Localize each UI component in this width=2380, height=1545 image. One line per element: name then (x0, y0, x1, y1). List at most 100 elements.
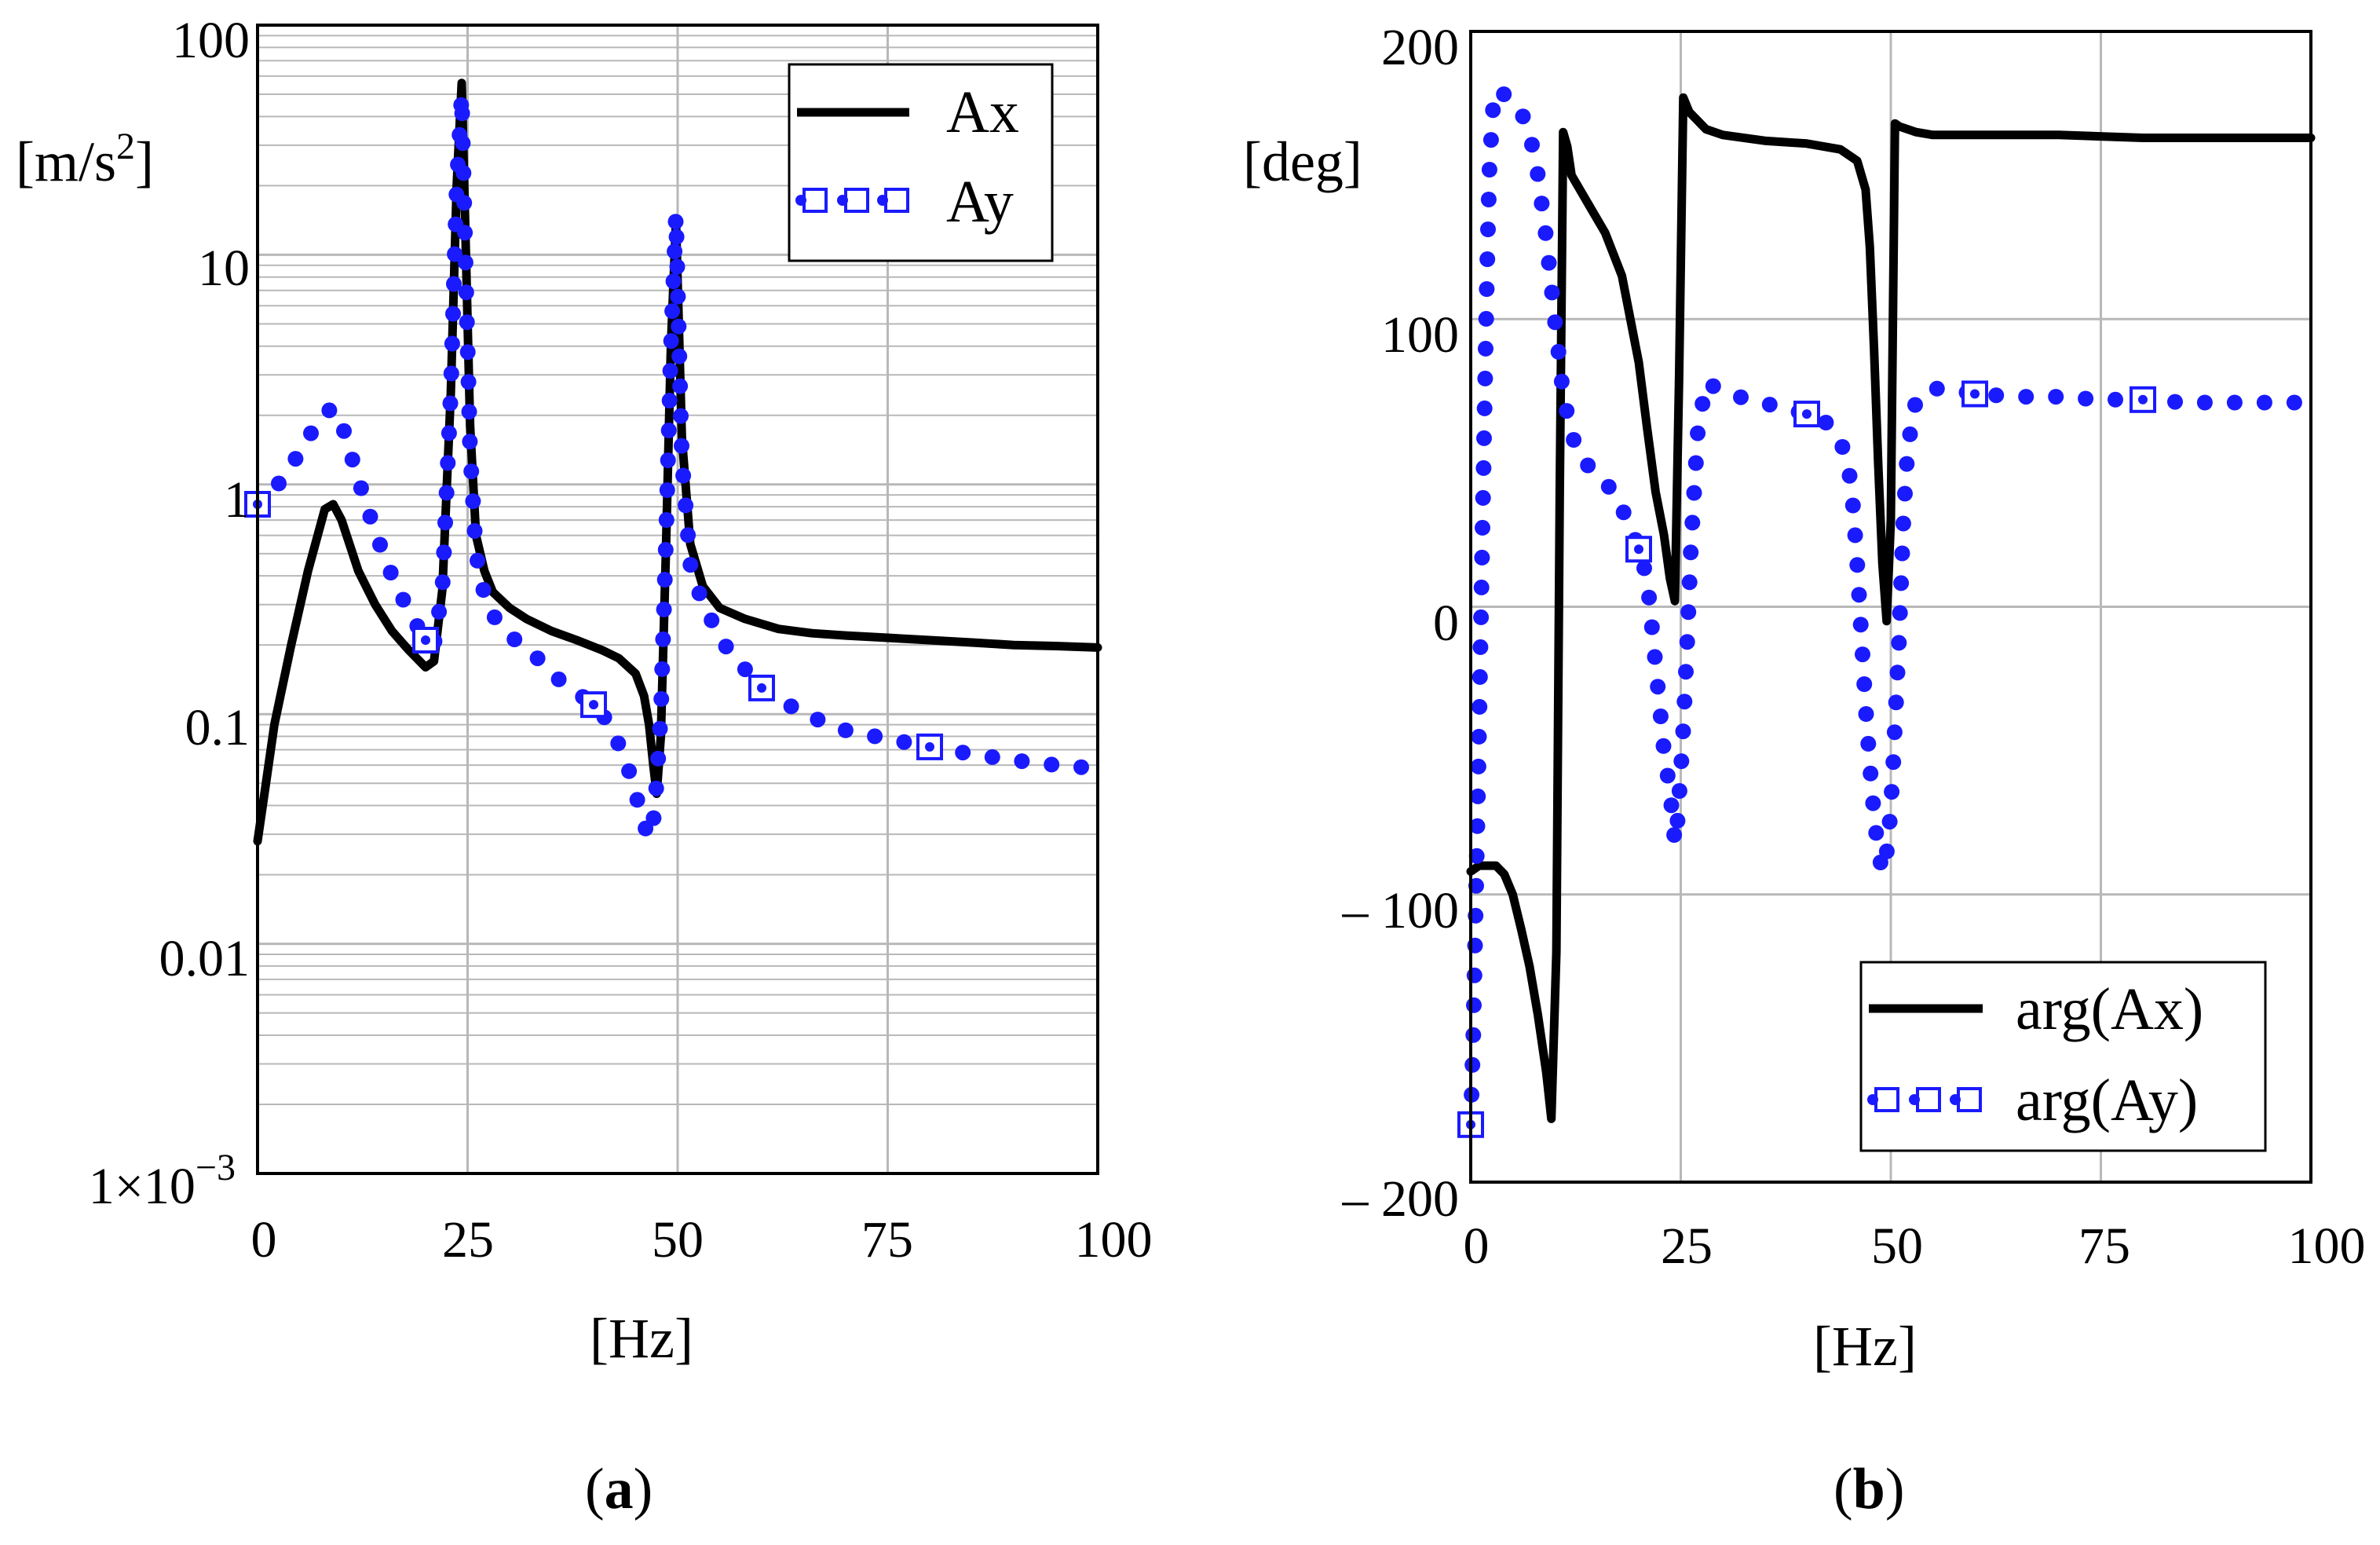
data-point (1636, 560, 1652, 577)
panel-a-xtick-label: 0 (251, 1211, 277, 1269)
panel-b-ytick-label: – 100 (1342, 882, 1460, 939)
data-point (1683, 544, 1699, 561)
panel-a-ytick-label: 100 (172, 12, 250, 69)
data-point (462, 434, 478, 450)
data-point (1534, 196, 1550, 212)
data-point (1481, 162, 1497, 178)
data-point (1472, 668, 1488, 685)
data-point (1863, 765, 1879, 782)
data-point (441, 425, 457, 441)
data-point (1650, 679, 1666, 695)
data-point (1894, 545, 1910, 562)
data-point (1690, 425, 1706, 441)
data-point (1895, 515, 1911, 532)
data-point (1851, 587, 1867, 603)
data-point (1884, 784, 1900, 800)
data-point (459, 314, 475, 331)
data-point (550, 671, 567, 687)
data-point (1655, 738, 1672, 754)
panel-a-ytick-label: 0.01 (159, 930, 250, 987)
data-point (1841, 467, 1858, 484)
data-point (1471, 728, 1487, 745)
data-point (271, 475, 287, 492)
data-point (1469, 818, 1486, 834)
data-point (656, 572, 673, 588)
data-point (660, 452, 676, 468)
data-point (652, 720, 668, 737)
data-point (657, 542, 674, 558)
data-point (1860, 735, 1877, 752)
data-point (1889, 664, 1906, 681)
panel-a-ytick-label: 1 (224, 471, 250, 529)
data-point (465, 493, 481, 510)
panel-b-legend-ay-swatch (1867, 1087, 1982, 1112)
data-point (1496, 86, 1512, 102)
data-point (718, 639, 734, 655)
panel-a-legend: Ax Ay (788, 63, 1054, 262)
data-point (443, 365, 459, 382)
panel-b-xtick-label: 100 (2288, 1217, 2366, 1275)
data-point (2196, 394, 2213, 411)
data-point (1473, 579, 1490, 595)
panel-b-legend-ax-label: arg(Ax) (2016, 976, 2203, 1042)
data-point (1470, 788, 1486, 804)
data-point (1695, 396, 1711, 412)
data-point (610, 735, 627, 752)
data-point (1473, 609, 1490, 625)
data-point (431, 603, 448, 620)
panel-a-xtick-label: 100 (1075, 1211, 1153, 1269)
data-point (442, 395, 459, 412)
data-point (456, 195, 473, 211)
data-point (691, 585, 707, 602)
data-point (1547, 314, 1563, 331)
data-point (1641, 589, 1658, 606)
data-point (1479, 281, 1495, 297)
panel-b-xtick-label: 75 (2078, 1217, 2130, 1275)
data-point (1474, 549, 1490, 566)
data-point (669, 258, 685, 275)
data-point (1891, 635, 1907, 651)
data-point (463, 463, 480, 480)
panel-a-legend-box (788, 63, 1054, 262)
data-point (336, 423, 352, 439)
data-point (1885, 754, 1902, 771)
data-point (1663, 797, 1680, 814)
data-point (1044, 756, 1060, 773)
data-point (1553, 373, 1570, 390)
panel-b-xtick-label: 25 (1661, 1217, 1713, 1275)
data-point (1464, 1056, 1481, 1073)
data-point (344, 452, 360, 468)
data-point (984, 749, 1000, 765)
data-point (1550, 343, 1567, 360)
data-point (486, 609, 503, 625)
data-point (654, 661, 671, 677)
panel-b-ylabel: [deg] (1243, 130, 1362, 193)
data-point (1476, 430, 1492, 446)
data-point (1868, 825, 1885, 841)
panel-a-ylabel: [m/s2] (16, 126, 154, 193)
data-point (680, 527, 696, 544)
data-point (674, 438, 689, 454)
data-point (1465, 1027, 1482, 1043)
data-point (1888, 694, 1904, 711)
data-point (675, 467, 692, 484)
data-point (1902, 426, 1918, 442)
data-point (656, 601, 672, 617)
panel-b-legend-ay-label: arg(Ay) (2016, 1067, 2198, 1133)
data-point (658, 512, 675, 528)
data-point (382, 565, 399, 580)
data-point (454, 105, 470, 122)
data-point (287, 451, 304, 467)
panel-b-plot-area (1457, 86, 2316, 1138)
data-point (446, 276, 462, 292)
panel-b-frame (1469, 30, 2312, 1184)
data-point (660, 423, 677, 438)
data-point (1676, 694, 1693, 710)
data-point (2286, 394, 2302, 411)
data-point (438, 485, 455, 501)
data-point (1652, 708, 1669, 724)
panel-a-magnitude-chart: 100 10 1 0.1 0.01 1×10−3 [m/s2] 0 25 50 … (16, 12, 1153, 1521)
data-point (353, 480, 369, 496)
panel-b-ytick-label: 200 (1381, 19, 1459, 76)
